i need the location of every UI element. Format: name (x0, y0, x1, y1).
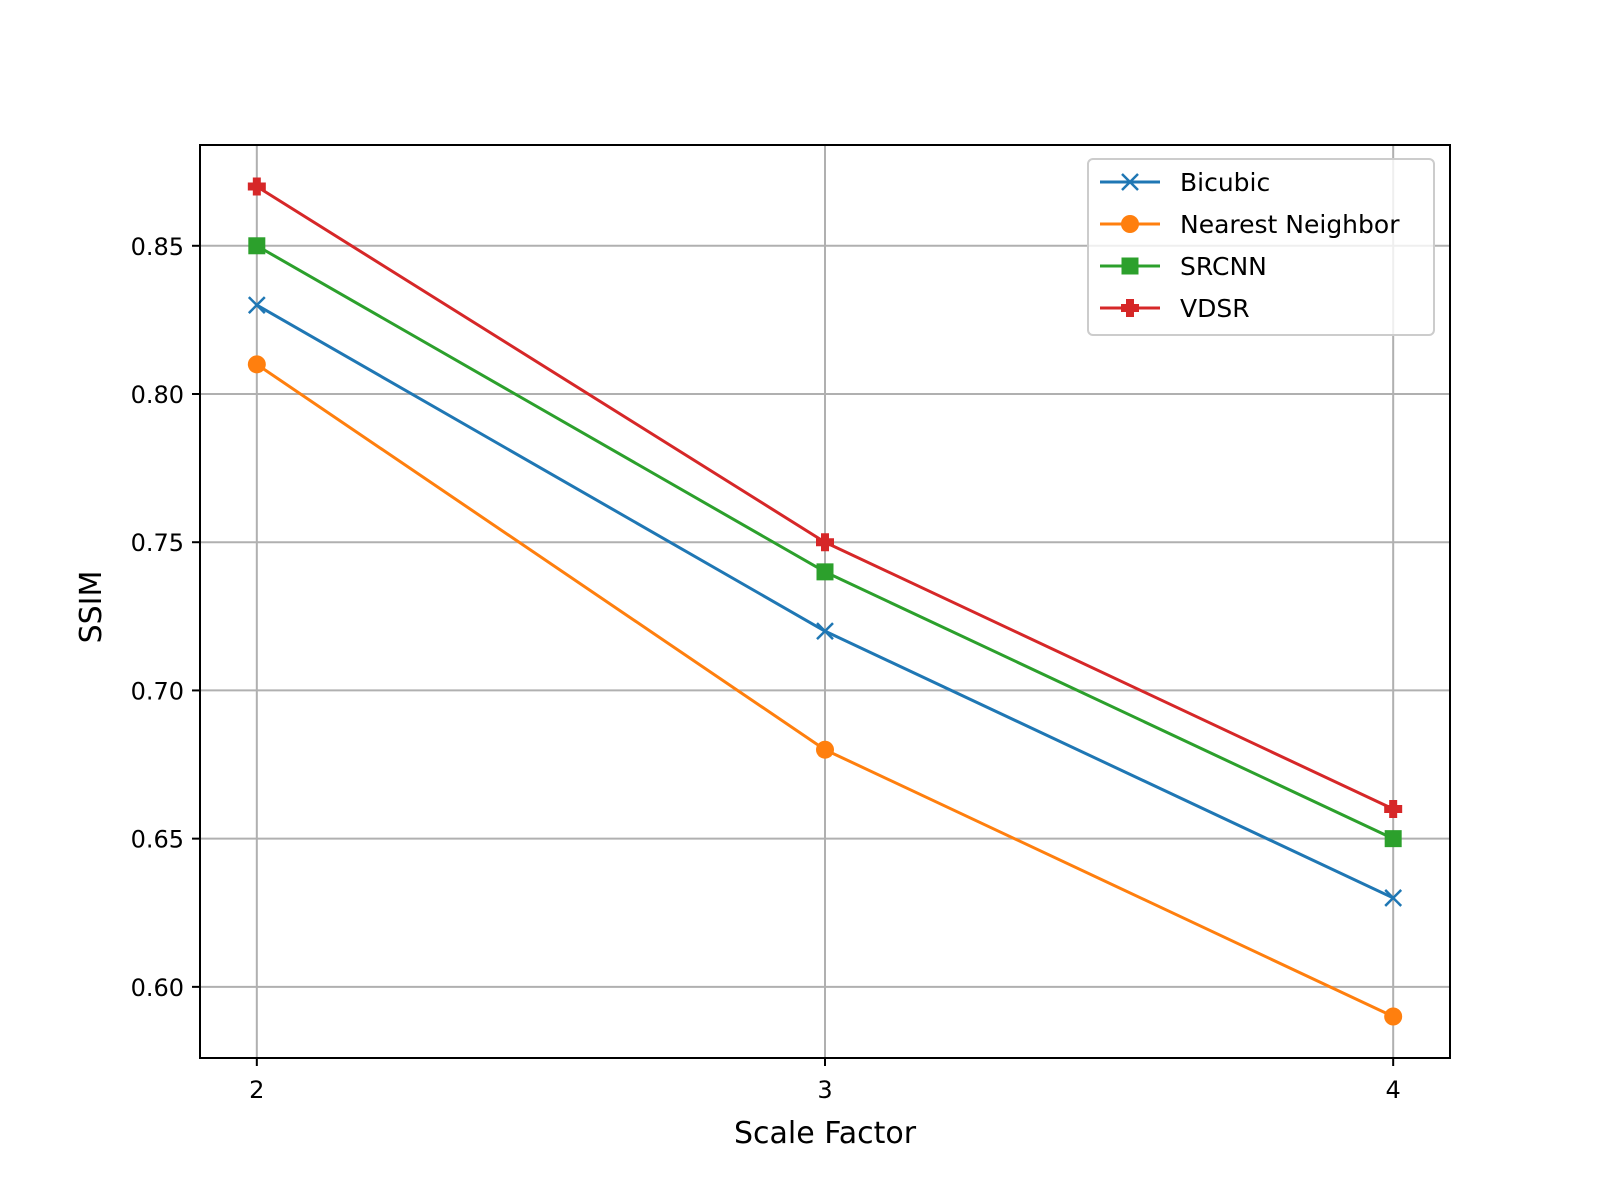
data-point-srcnn (816, 563, 834, 581)
x-axis-label: Scale Factor (734, 1116, 917, 1151)
legend-label-nearest-neighbor: Nearest Neighbor (1180, 210, 1400, 239)
data-point-vdsr (247, 177, 266, 196)
y-tick-label: 0.60 (131, 974, 184, 1002)
data-point-nearest-neighbor (247, 355, 266, 374)
data-point-bicubic (247, 296, 266, 314)
y-axis-label: SSIM (74, 571, 109, 644)
data-point-vdsr (816, 533, 834, 552)
x-tick-label: 3 (817, 1076, 832, 1104)
legend-marker-vdsr (1121, 299, 1139, 317)
y-axis-ticks: 0.60 0.65 0.70 0.75 0.80 0.85 (131, 233, 200, 1002)
data-point-nearest-neighbor (1384, 1007, 1403, 1026)
y-tick-label: 0.70 (131, 677, 184, 705)
legend-box (1087, 158, 1435, 336)
series-markers (247, 177, 1403, 1026)
y-tick-label: 0.65 (131, 826, 184, 854)
legend-marker-bicubic (1121, 173, 1139, 191)
legend-marker-nearest-neighbor (1121, 215, 1139, 233)
legend-label-bicubic: Bicubic (1180, 168, 1270, 197)
legend-label-vdsr: VDSR (1180, 294, 1250, 323)
data-point-nearest-neighbor (816, 740, 834, 759)
legend-marker-srcnn (1121, 257, 1139, 275)
y-tick-label: 0.75 (131, 529, 184, 557)
y-tick-label: 0.85 (131, 233, 184, 261)
data-point-bicubic (816, 622, 834, 641)
x-axis-ticks: 2 3 4 (249, 1058, 1401, 1104)
data-point-vdsr (1384, 800, 1403, 818)
legend: Bicubic Nearest Neighbor SRCNN VDSR (1087, 158, 1435, 336)
data-point-bicubic (1384, 889, 1403, 907)
data-point-srcnn (248, 237, 266, 255)
data-point-srcnn (1384, 830, 1402, 848)
x-tick-label: 2 (249, 1076, 264, 1104)
y-tick-label: 0.80 (131, 381, 184, 409)
x-tick-label: 4 (1386, 1076, 1401, 1104)
legend-label-srcnn: SRCNN (1180, 252, 1267, 281)
